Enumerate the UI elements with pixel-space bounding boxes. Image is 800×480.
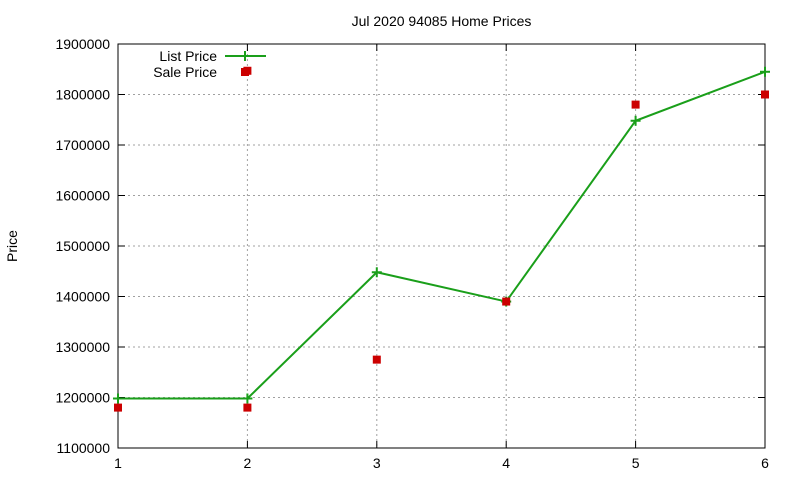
y-tick-label: 1400000	[55, 289, 110, 305]
x-tick-label: 1	[114, 455, 122, 471]
data-point	[242, 393, 253, 404]
y-tick-label: 1300000	[55, 339, 110, 355]
data-point	[243, 403, 252, 412]
data-point	[113, 393, 123, 404]
y-tick-label: 1500000	[55, 238, 110, 254]
data-point	[502, 297, 511, 306]
y-tick-label: 1200000	[55, 390, 110, 406]
x-tick-label: 4	[502, 455, 510, 471]
y-tick-label: 1600000	[55, 188, 110, 204]
data-point	[371, 267, 382, 278]
data-point	[630, 115, 641, 126]
axis-ticks: 1 2 3 4 5 6 1100000 1200000 1300000 1400000 150000…	[55, 36, 769, 471]
chart-title: Jul 2020 94085 Home Prices	[352, 13, 532, 29]
legend-label: List Price	[159, 48, 217, 64]
data-point	[631, 100, 640, 109]
series	[113, 66, 770, 412]
y-tick-label: 1700000	[55, 137, 110, 153]
plot-frame	[117, 43, 766, 449]
x-tick-label: 3	[373, 455, 381, 471]
grid-lines	[118, 44, 765, 448]
y-tick-label: 1900000	[55, 36, 110, 52]
data-point	[760, 66, 770, 77]
data-point	[372, 355, 381, 364]
x-tick-label: 5	[632, 455, 640, 471]
series-line	[118, 70, 766, 400]
series-sale-price	[114, 66, 769, 412]
data-point	[761, 90, 769, 99]
data-point	[114, 403, 122, 412]
y-tick-label: 1800000	[55, 87, 110, 103]
x-tick-label: 6	[761, 455, 769, 471]
y-tick-label: 1100000	[57, 440, 111, 456]
legend-marker	[241, 68, 249, 76]
x-tick-label: 2	[244, 455, 252, 471]
legend-marker	[240, 51, 250, 61]
y-axis-label: Price	[4, 230, 20, 262]
legend-label: Sale Price	[153, 64, 217, 80]
series-list-price	[113, 66, 770, 404]
